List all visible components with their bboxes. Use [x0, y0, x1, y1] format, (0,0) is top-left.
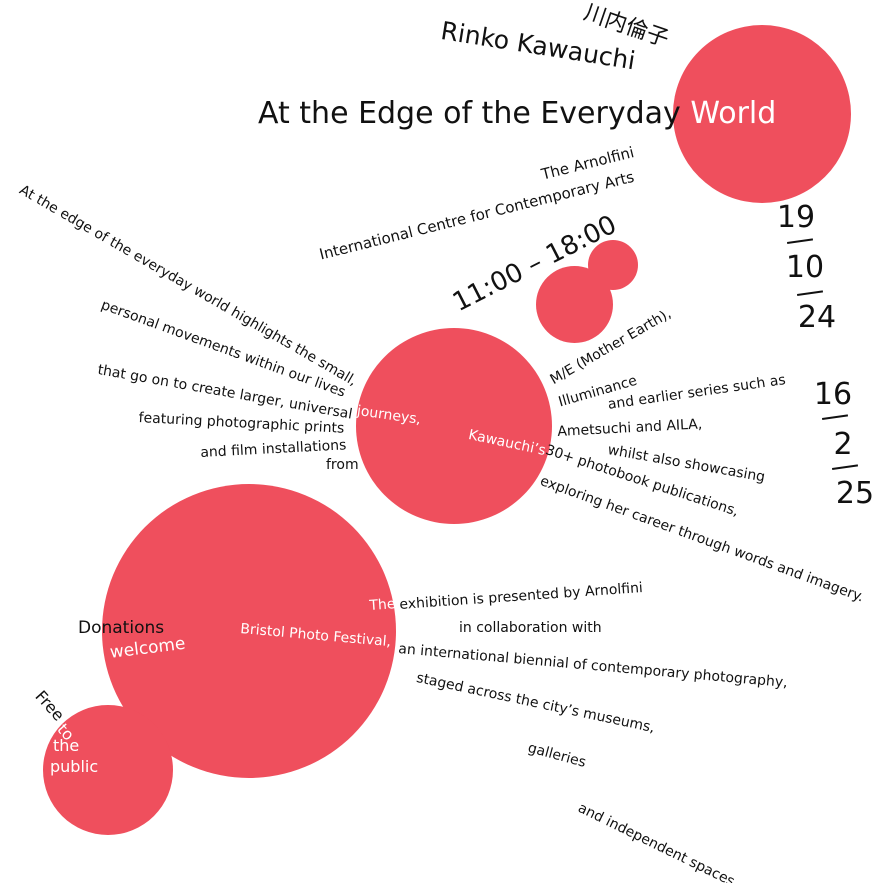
donations-text-dark: Donations	[78, 618, 165, 638]
presentation-line-6: staged across the city’s museums,	[414, 670, 657, 737]
description-line-7: from	[326, 457, 359, 473]
description-line-6: and film installations	[199, 437, 347, 461]
small-circle-lower	[536, 266, 613, 343]
presentation-line-8: and independent spaces.	[575, 800, 742, 883]
the-text: the	[53, 736, 80, 755]
presentation-line-2: exhibition is presented by Arnolfini	[398, 579, 644, 613]
donations-text: Donations	[78, 620, 164, 637]
start-day: 19	[776, 200, 816, 235]
public-text: public	[50, 757, 99, 776]
title-dark-part: At the Edge of the Everyday	[258, 96, 681, 131]
title-circle	[673, 25, 851, 203]
presentation-line-3: in collaboration with	[459, 620, 602, 636]
end-date-divider-1	[822, 414, 848, 420]
end-year: 25	[835, 476, 875, 511]
presentation-line-7: galleries	[526, 740, 588, 771]
exhibition-title: At the Edge of the Everyday World	[258, 99, 776, 129]
end-month: 2	[833, 427, 853, 462]
start-date-divider-2	[797, 290, 823, 296]
description-line-3: that go on to create larger, universal	[96, 362, 354, 423]
start-year: 24	[797, 300, 837, 335]
title-light-part: World	[690, 96, 777, 131]
middle-circle	[356, 328, 552, 524]
start-date-divider-1	[787, 238, 813, 244]
start-month: 10	[785, 250, 825, 285]
description-line-12: Ametsuchi and AILA,	[556, 416, 703, 440]
presentation-line-1: The	[368, 596, 397, 614]
end-day: 16	[813, 377, 853, 412]
end-date-divider-2	[832, 464, 858, 470]
description-line-1: At the edge of the everyday world highli…	[16, 182, 360, 390]
free-circle	[43, 705, 173, 835]
free-text: Free	[31, 686, 69, 725]
